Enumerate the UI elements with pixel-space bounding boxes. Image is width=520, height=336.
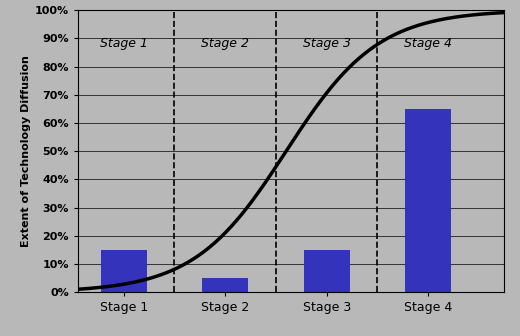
Text: Stage 2: Stage 2: [201, 37, 249, 50]
Text: Stage 3: Stage 3: [303, 37, 350, 50]
Bar: [202, 278, 248, 292]
Bar: [304, 250, 349, 292]
Text: Stage 1: Stage 1: [100, 37, 148, 50]
Y-axis label: Extent of Technology Diffusion: Extent of Technology Diffusion: [21, 55, 31, 247]
Bar: [101, 250, 147, 292]
Bar: [406, 109, 451, 292]
Text: Stage 4: Stage 4: [404, 37, 452, 50]
